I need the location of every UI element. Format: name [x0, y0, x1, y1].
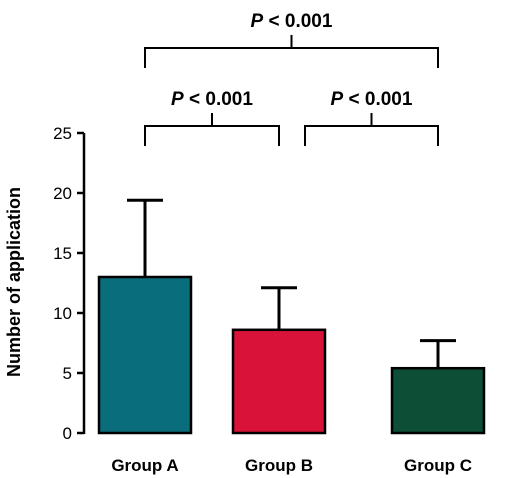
y-axis: 0 5 10 15 20 25 [53, 124, 86, 443]
significance-label-2: P < 0.001 [331, 89, 413, 110]
significance-brackets: P < 0.001 P < 0.001 P < 0.001 [144, 11, 439, 146]
x-tick-label-group-c: Group C [404, 456, 472, 475]
x-tick-label-group-a: Group A [111, 456, 178, 475]
significance-label-1: P < 0.001 [171, 89, 253, 110]
y-tick-label-20: 20 [53, 184, 72, 203]
bars [97, 275, 486, 435]
bar-group-b [231, 328, 327, 435]
y-axis-label: Number of application [4, 187, 24, 377]
bar-group-a [97, 275, 193, 435]
bar-group-c [390, 366, 486, 435]
significance-bracket-1 [144, 113, 280, 146]
significance-bracket-3 [144, 35, 439, 68]
y-tick-label-25: 25 [53, 124, 72, 143]
x-tick-label-group-b: Group B [245, 456, 313, 475]
error-bars [127, 198, 456, 369]
y-tick-label-15: 15 [53, 244, 72, 263]
x-axis-labels: Group A Group B Group C [111, 456, 472, 475]
y-tick-label-10: 10 [53, 304, 72, 323]
y-tick-label-5: 5 [63, 364, 72, 383]
y-tick-label-0: 0 [63, 424, 72, 443]
significance-label-3: P < 0.001 [251, 11, 333, 32]
significance-bracket-2 [304, 113, 439, 146]
